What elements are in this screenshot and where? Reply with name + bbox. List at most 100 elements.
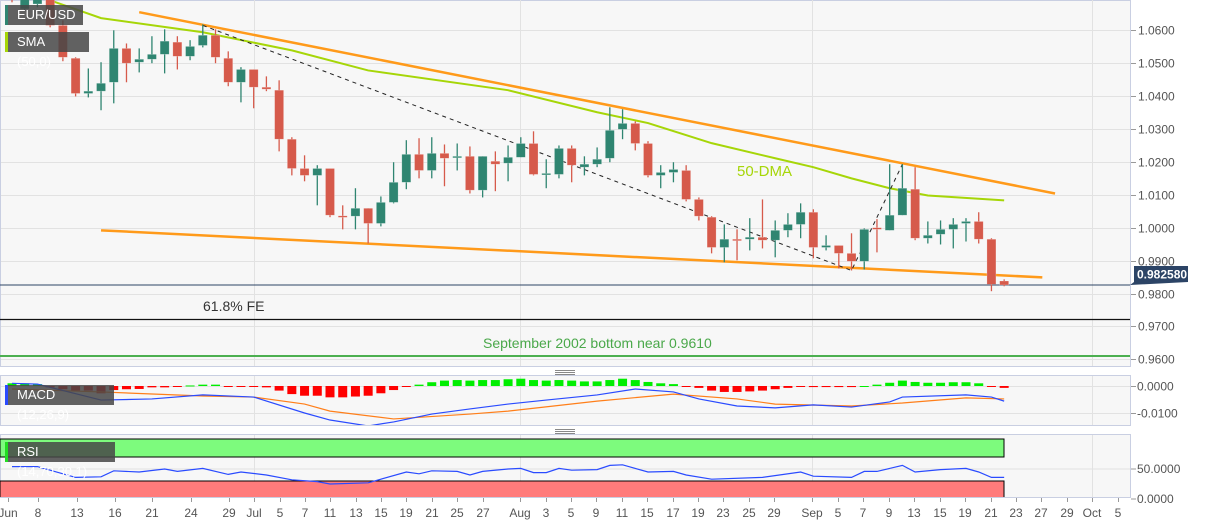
candle[interactable]: [147, 36, 157, 64]
candle[interactable]: [592, 147, 602, 168]
candle[interactable]: [274, 80, 284, 152]
candle[interactable]: [655, 165, 666, 189]
candle[interactable]: [566, 145, 577, 183]
candle[interactable]: [210, 29, 221, 64]
macd-panel-bg: [0, 375, 1131, 426]
rsi-resize-handle[interactable]: [555, 429, 575, 434]
candle[interactable]: [948, 218, 959, 249]
macd-histogram-bar: [694, 386, 704, 388]
macd-histogram-bar: [783, 386, 793, 388]
candle[interactable]: [770, 220, 781, 258]
candle[interactable]: [426, 137, 437, 179]
candle[interactable]: [961, 218, 971, 242]
candle-body: [401, 154, 412, 183]
candle[interactable]: [376, 196, 386, 227]
candle[interactable]: [579, 156, 590, 176]
candle[interactable]: [515, 137, 526, 158]
candle[interactable]: [350, 188, 361, 230]
candle[interactable]: [223, 51, 234, 87]
candle[interactable]: [477, 156, 488, 198]
candle[interactable]: [198, 24, 208, 48]
candle[interactable]: [248, 69, 259, 109]
candle[interactable]: [337, 205, 348, 230]
price-panel[interactable]: 61.8% FE September 2002 bottom near 0.961…: [0, 0, 1130, 500]
macd-tick-label: 0.0000: [1137, 380, 1174, 394]
candle[interactable]: [363, 207, 373, 244]
candle[interactable]: [923, 221, 933, 244]
macd-resize-handle[interactable]: [555, 370, 575, 375]
candle[interactable]: [439, 144, 450, 187]
candle[interactable]: [299, 155, 310, 182]
candle[interactable]: [554, 145, 564, 179]
candle-body: [846, 253, 857, 262]
macd-histogram-bar: [312, 386, 322, 396]
candle[interactable]: [287, 137, 297, 176]
candle[interactable]: [910, 167, 920, 241]
candle[interactable]: [630, 121, 641, 151]
candle[interactable]: [388, 162, 399, 204]
candle[interactable]: [897, 164, 908, 216]
candle[interactable]: [159, 29, 170, 74]
channel-trendline[interactable]: [100, 229, 1043, 279]
candle[interactable]: [719, 224, 730, 263]
candle[interactable]: [973, 212, 984, 244]
candle[interactable]: [808, 209, 819, 259]
candle[interactable]: [236, 67, 246, 103]
candle[interactable]: [732, 229, 742, 261]
candle[interactable]: [872, 219, 882, 253]
candle[interactable]: [935, 220, 946, 245]
candle[interactable]: [783, 213, 793, 238]
candle[interactable]: [465, 146, 475, 194]
macd-legend[interactable]: MACD (12,26,9): [5, 385, 114, 422]
x-tick-label: 13: [349, 506, 363, 520]
candle[interactable]: [32, 0, 43, 8]
candle[interactable]: [541, 159, 552, 189]
candle[interactable]: [833, 245, 844, 269]
candle[interactable]: [846, 233, 857, 271]
channel-trendline[interactable]: [138, 10, 1056, 195]
macd-panel[interactable]: [1, 0, 1130, 500]
candle[interactable]: [70, 57, 81, 97]
candle[interactable]: [986, 238, 997, 292]
rsi-panel[interactable]: [0, 0, 1130, 500]
candle[interactable]: [325, 168, 335, 218]
candle[interactable]: [859, 228, 870, 270]
candle[interactable]: [528, 131, 539, 176]
candle[interactable]: [706, 216, 717, 254]
candle[interactable]: [401, 140, 412, 190]
candle[interactable]: [744, 218, 755, 251]
candle[interactable]: [617, 109, 628, 140]
candle[interactable]: [884, 164, 895, 231]
candle[interactable]: [681, 165, 691, 202]
candle[interactable]: [643, 141, 653, 178]
rsi-legend[interactable]: RSI (14,70,30,1): [5, 442, 115, 479]
candle[interactable]: [605, 107, 615, 163]
candle[interactable]: [108, 30, 119, 104]
candle[interactable]: [121, 43, 132, 83]
candle[interactable]: [414, 138, 424, 179]
candle[interactable]: [83, 68, 94, 98]
candle[interactable]: [694, 197, 704, 221]
candle[interactable]: [795, 203, 806, 239]
candle[interactable]: [999, 279, 1009, 287]
candle[interactable]: [452, 143, 463, 171]
candle[interactable]: [312, 165, 323, 206]
x-tick-label: 27: [1034, 506, 1048, 520]
candle[interactable]: [172, 36, 183, 70]
sma-legend[interactable]: SMA (50,0): [5, 32, 89, 69]
macd-histogram-bar: [961, 382, 971, 386]
candle[interactable]: [261, 76, 272, 92]
candle-body: [490, 160, 501, 165]
macd-histogram-bar: [859, 386, 869, 387]
candle[interactable]: [185, 40, 195, 61]
candle[interactable]: [490, 151, 501, 192]
symbol-legend[interactable]: EUR/USD: [5, 5, 83, 25]
candle[interactable]: [134, 48, 144, 73]
candle-body: [96, 82, 106, 92]
candle[interactable]: [668, 162, 679, 183]
candle[interactable]: [821, 235, 831, 251]
candle[interactable]: [503, 145, 513, 182]
candle[interactable]: [96, 62, 106, 111]
candle[interactable]: [757, 199, 768, 249]
